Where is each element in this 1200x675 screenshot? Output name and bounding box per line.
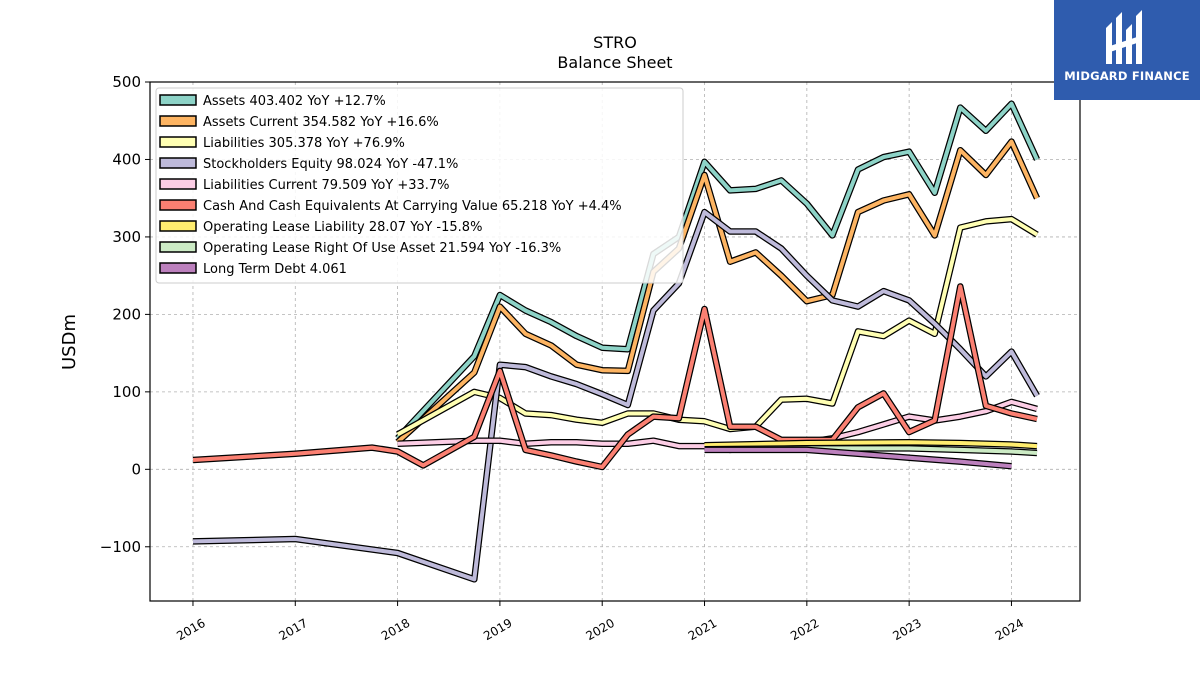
legend-label: Cash And Cash Equivalents At Carrying Va… [203,199,622,214]
legend-swatch [159,262,197,274]
brand-name: MIDGARD FINANCE [1064,69,1190,83]
y-tick-label: −100 [100,538,141,556]
legend-swatch [159,241,197,253]
y-tick-label: 0 [131,460,141,478]
legend-swatch [159,136,197,148]
y-axis-ticks: −100 0 100 200 300 400 500 [100,73,150,556]
y-tick-label: 200 [112,305,141,323]
midgard-logo-icon [1106,10,1142,64]
legend-swatch [159,115,197,127]
legend-label: Long Term Debt 4.061 [203,262,347,277]
series-lines [192,100,1040,583]
legend-label: Assets Current 354.582 YoY +16.6% [203,115,439,130]
series-line-group [192,283,1038,471]
x-tick-label: 2023 [890,616,923,643]
series-line-group [192,208,1040,583]
series-line-group [395,138,1040,445]
series-line [704,447,1012,469]
x-tick-label: 2018 [379,616,412,643]
legend-label: Liabilities 305.378 YoY +76.9% [203,136,405,151]
legend-swatch [159,178,197,190]
legend-label: Stockholders Equity 98.024 YoY -47.1% [203,157,458,172]
legend-swatch [159,157,197,169]
series-line-group [704,446,1012,470]
series-line [396,139,1039,444]
chart-title: STRO [593,33,637,52]
legend-label: Liabilities Current 79.509 YoY +33.7% [203,178,450,193]
legend-swatch [159,94,197,106]
series-line [704,440,1038,449]
chart-legend: Assets 403.402 YoY +12.7% Assets Current … [155,87,684,284]
x-tick-label: 2021 [686,616,719,643]
legend-swatch [159,199,197,211]
brand-logo: MIDGARD FINANCE [1054,0,1200,100]
legend-label: Operating Lease Right Of Use Asset 21.59… [203,241,561,256]
x-tick-label: 2016 [174,616,207,643]
x-tick-label: 2024 [993,616,1026,643]
series-line [192,284,1038,469]
x-tick-label: 2019 [481,616,514,643]
legend-swatch [159,220,197,232]
series-line [396,101,1039,440]
plot-frame [149,81,1081,602]
x-tick-label: 2022 [788,616,821,643]
legend-label: Assets 403.402 YoY +12.7% [203,94,386,109]
y-tick-label: 100 [112,383,141,401]
legend-box [155,87,684,284]
legend-label: Operating Lease Liability 28.07 YoY -15.… [203,220,482,235]
series-line-group [704,438,1038,450]
y-tick-label: 400 [112,150,141,168]
series-line [192,210,1039,582]
x-tick-label: 2020 [583,616,616,643]
chart-subtitle: Balance Sheet [557,53,672,72]
series-line-group [395,100,1040,441]
x-axis-ticks: 2016 2017 2018 2019 2020 2021 2022 2023 2024 [174,601,1026,643]
y-tick-label: 300 [112,228,141,246]
y-axis-label: USDm [59,314,80,370]
x-tick-label: 2017 [277,616,310,643]
y-tick-label: 500 [112,73,141,91]
